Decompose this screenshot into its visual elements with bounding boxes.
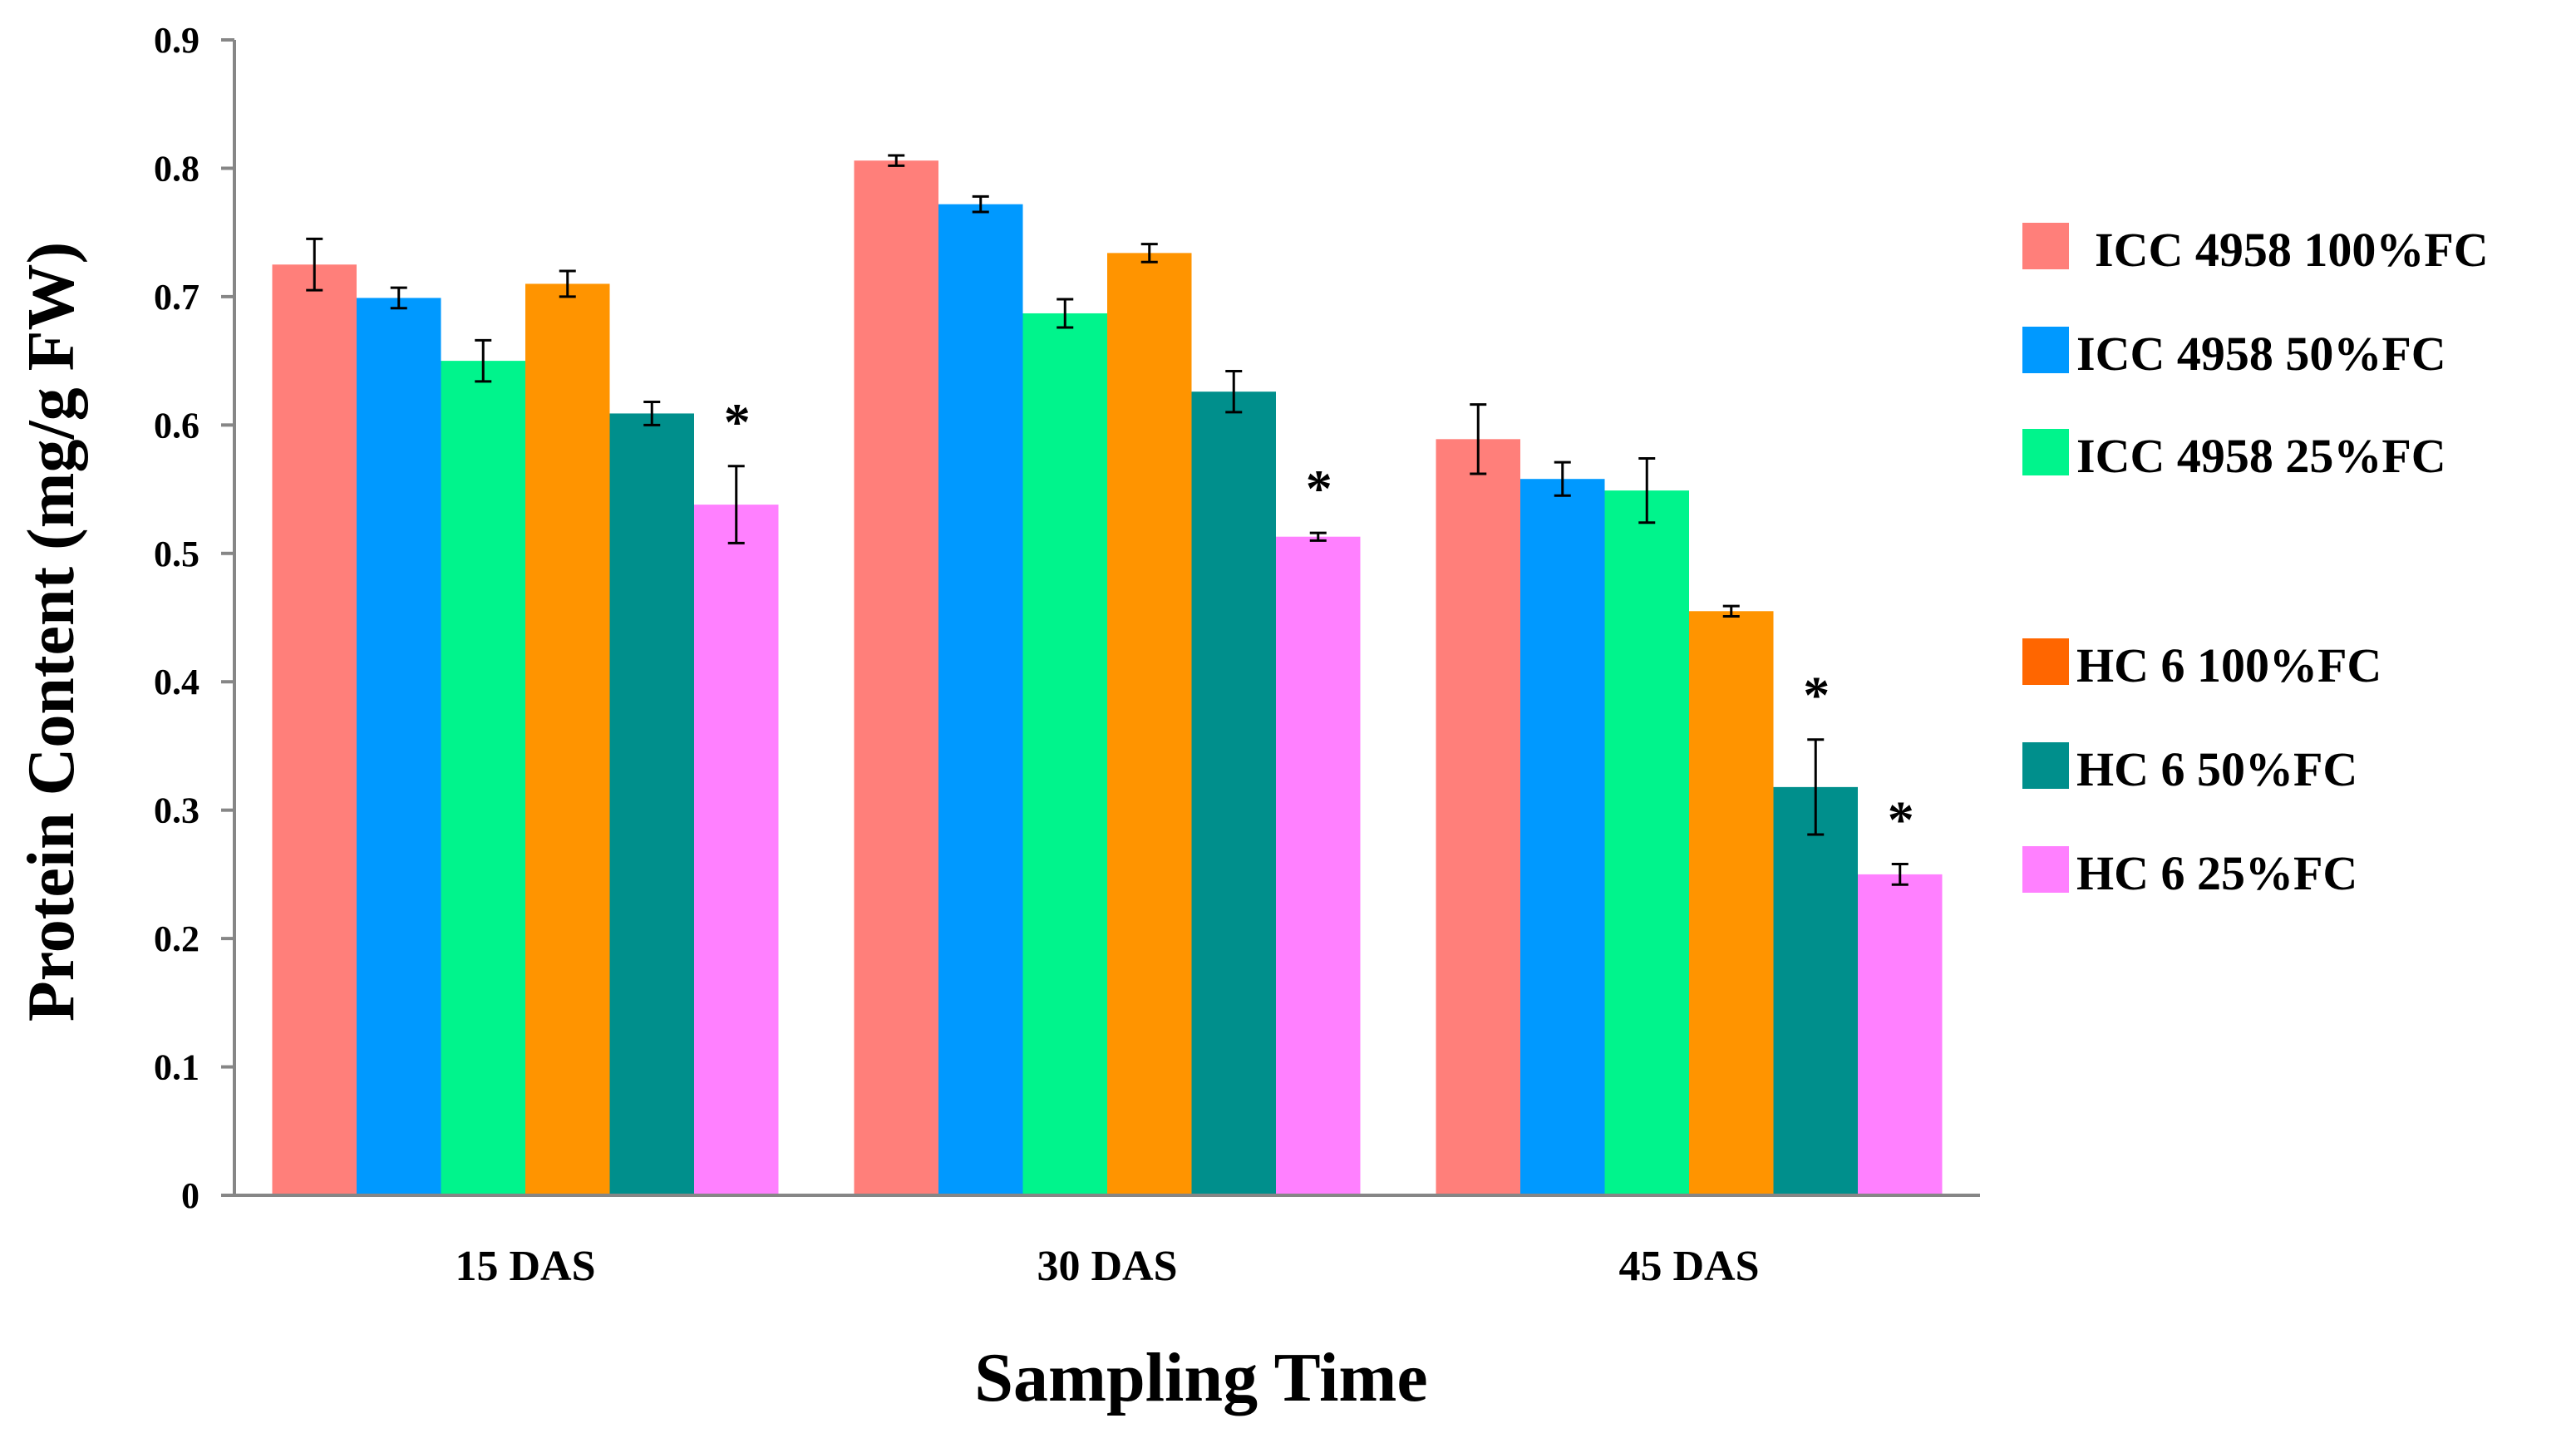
x-category-label: 15 DAS xyxy=(455,1243,595,1290)
legend-swatch xyxy=(2022,846,2069,893)
bars-layer: * 15 DAS * 30 DAS * * 45 DAS xyxy=(272,154,1943,1290)
legend-label: ICC 4958 50%FC xyxy=(2076,327,2446,381)
bar-5-30-das xyxy=(1191,392,1276,1196)
bar-3-30-das xyxy=(1022,313,1107,1195)
y-tick-label: 0.2 xyxy=(154,918,199,959)
y-tick-label: 0.3 xyxy=(154,790,199,831)
axes-layer xyxy=(233,40,1980,1197)
bar-5-15-das xyxy=(609,413,694,1195)
bar-1-30-das xyxy=(854,160,938,1196)
legend-label: HC 6 100%FC xyxy=(2076,638,2381,692)
ticks-layer: 0 0.1 0.2 0.3 0.4 0.5 0.6 0.7 0.8 0.9 xyxy=(154,20,234,1216)
bar-2-45-das xyxy=(1520,479,1605,1195)
legend-label: HC 6 50%FC xyxy=(2076,742,2357,796)
bar-6-45-das xyxy=(1858,874,1943,1195)
legend-swatch xyxy=(2022,429,2069,475)
significance-marker: * xyxy=(1888,790,1914,850)
bar-6-30-das xyxy=(1276,536,1361,1195)
bar-1-45-das xyxy=(1436,439,1520,1195)
x-axis-title: Sampling Time xyxy=(974,1339,1427,1416)
bar-6-15-das xyxy=(694,505,779,1195)
bar-5-45-das xyxy=(1773,786,1858,1195)
x-category-label: 45 DAS xyxy=(1618,1243,1759,1290)
significance-marker: * xyxy=(724,392,751,451)
y-tick-label: 0.9 xyxy=(154,20,199,61)
legend-swatch xyxy=(2022,742,2069,789)
y-tick-label: 0.7 xyxy=(154,277,199,318)
legend-swatch xyxy=(2022,327,2069,373)
legend-swatch xyxy=(2022,223,2069,269)
y-axis-title: Protein Content (mg/g FW) xyxy=(15,242,88,1022)
legend-label: HC 6 25%FC xyxy=(2076,846,2357,900)
legend-swatch xyxy=(2022,638,2069,685)
bar-1-15-das xyxy=(272,264,357,1195)
legend-label: ICC 4958 25%FC xyxy=(2076,429,2446,483)
significance-marker: * xyxy=(1306,459,1332,518)
y-tick-label: 0.8 xyxy=(154,148,199,189)
legend-label: ICC 4958 100%FC xyxy=(2095,223,2489,277)
y-tick-label: 0.4 xyxy=(154,662,199,702)
bar-4-45-das xyxy=(1689,611,1774,1195)
y-tick-label: 0.5 xyxy=(154,534,199,574)
bar-4-15-das xyxy=(525,283,610,1195)
bar-3-15-das xyxy=(441,361,525,1196)
y-tick-label: 0.1 xyxy=(154,1047,199,1088)
significance-marker: * xyxy=(1803,666,1830,725)
y-tick-label: 0 xyxy=(181,1175,199,1216)
legend: ICC 4958 100%FC ICC 4958 50%FC ICC 4958 25… xyxy=(2022,223,2489,900)
bar-2-30-das xyxy=(938,204,1023,1196)
bar-3-45-das xyxy=(1604,490,1689,1195)
y-tick-label: 0.6 xyxy=(154,405,199,446)
x-category-label: 30 DAS xyxy=(1037,1243,1177,1290)
bar-4-30-das xyxy=(1107,253,1192,1195)
bar-2-15-das xyxy=(357,298,441,1195)
